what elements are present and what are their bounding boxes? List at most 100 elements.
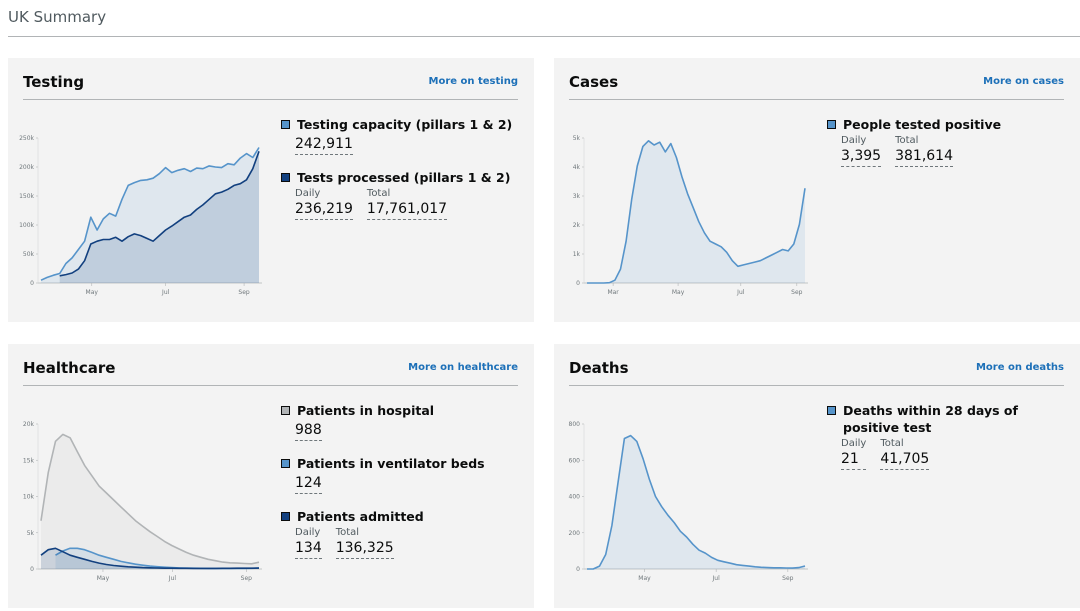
testing-metrics: Testing capacity (pillars 1 & 2) 242,911… xyxy=(280,116,530,234)
y-tick-label: 50k xyxy=(23,251,35,258)
more-on-healthcare-link[interactable]: More on healthcare xyxy=(408,362,518,373)
testing-capacity-pillars-1-2-line xyxy=(40,147,260,281)
patients-admitted-metric: Patients admitted Daily 134 Total 136,32… xyxy=(280,508,530,559)
ventilator-beds-value[interactable]: 124 xyxy=(295,474,322,494)
y-tick-label: 200k xyxy=(19,164,34,171)
processed-legend-swatch xyxy=(281,173,290,182)
patients-in-hospital-metric: Patients in hospital 988 xyxy=(280,402,530,441)
x-tick-label: May xyxy=(672,289,685,296)
y-tick-label: 250k xyxy=(19,135,34,142)
patients-admitted-line xyxy=(40,547,260,570)
y-tick-label: 5k xyxy=(27,530,35,537)
patients-admitted-daily[interactable]: 134 xyxy=(295,539,322,559)
y-tick-label: 0 xyxy=(576,566,580,573)
testing-capacity-label: Testing capacity (pillars 1 & 2) xyxy=(297,117,513,132)
tests-processed-total[interactable]: 17,761,017 xyxy=(366,200,448,220)
healthcare-card: Healthcare More on healthcare 20k 15k 10k 5… xyxy=(8,344,534,608)
patients-admitted-total[interactable]: 136,325 xyxy=(335,539,394,559)
x-tick-label: Sep xyxy=(791,289,803,296)
x-tick-label: Mar xyxy=(607,289,619,296)
patients-admitted-area xyxy=(41,548,259,569)
page-title: UK Summary xyxy=(8,8,107,26)
y-tick-label: 0 xyxy=(30,280,34,287)
people-tested-positive-metric: People tested positive Daily 3,395 Total… xyxy=(826,116,1066,167)
people-tested-positive-label: People tested positive xyxy=(843,117,1002,132)
more-on-cases-link[interactable]: More on cases xyxy=(983,76,1064,87)
healthcare-divider xyxy=(23,385,518,386)
y-tick-label: 150k xyxy=(19,193,34,200)
cases-chart: 5k 4k 3k 2k 1k 0 Mar May Jul Sep xyxy=(573,135,808,296)
ventilator-beds-label: Patients in ventilator beds xyxy=(297,456,485,471)
testing-chart: 250k 200k 150k 100k 50k 0 May Jul Sep xyxy=(19,135,262,296)
x-tick-label: Sep xyxy=(238,289,250,296)
healthcare-chart: 20k 15k 10k 5k 0 May Jul Sep xyxy=(23,421,262,582)
y-tick-label: 20k xyxy=(23,421,35,428)
x-tick-label: Jul xyxy=(161,289,170,296)
cases-title: Cases xyxy=(569,73,619,91)
healthcare-metrics: Patients in hospital 988 Patients in ven… xyxy=(280,402,530,573)
patients-in-hospital-line xyxy=(40,433,260,565)
page-header: UK Summary xyxy=(8,0,1080,37)
y-tick-label: 400 xyxy=(569,494,581,501)
deaths-28-days-metric: Deaths within 28 days of positive test D… xyxy=(826,402,1066,470)
cases-metrics: People tested positive Daily 3,395 Total… xyxy=(826,116,1066,181)
deaths-within-28-days-of-positive-test-line xyxy=(587,434,806,570)
x-tick-label: Sep xyxy=(241,575,253,582)
daily-label: Daily xyxy=(295,527,321,538)
cases-daily[interactable]: 3,395 xyxy=(841,147,882,167)
cases-divider xyxy=(569,99,1064,100)
deaths-divider xyxy=(569,385,1064,386)
people-tested-positive-area xyxy=(587,140,805,283)
x-tick-label: Jul xyxy=(712,575,721,582)
ventilator-legend-swatch xyxy=(281,459,290,468)
testing-divider xyxy=(23,99,518,100)
deaths-legend-swatch xyxy=(827,406,836,415)
more-on-testing-link[interactable]: More on testing xyxy=(428,76,519,87)
deaths-title: Deaths xyxy=(569,359,629,377)
deaths-card: Deaths More on deaths 800 600 400 200 0 May Ju… xyxy=(554,344,1080,608)
total-label: Total xyxy=(335,527,360,538)
y-tick-label: 0 xyxy=(576,280,580,287)
tests-processed-metric: Tests processed (pillars 1 & 2) Daily 23… xyxy=(280,169,530,220)
y-tick-label: 10k xyxy=(23,494,35,501)
cases-total[interactable]: 381,614 xyxy=(895,147,953,167)
x-tick-label: Jul xyxy=(736,289,745,296)
tests-processed-daily[interactable]: 236,219 xyxy=(295,200,353,220)
patients-in-hospital-value[interactable]: 988 xyxy=(295,421,322,441)
y-tick-label: 3k xyxy=(573,193,581,200)
y-tick-label: 600 xyxy=(569,457,581,464)
cases-card: Cases More on cases 5k 4k 3k 2k 1k 0 Mar May Jul… xyxy=(554,58,1080,322)
patients-admitted-label: Patients admitted xyxy=(297,509,424,524)
y-tick-label: 100k xyxy=(19,222,34,229)
total-label: Total xyxy=(880,438,904,449)
people-tested-positive-line xyxy=(587,140,806,284)
daily-label: Daily xyxy=(841,438,867,449)
deaths-chart: 800 600 400 200 0 May Jul Sep xyxy=(569,421,808,582)
x-tick-label: May xyxy=(86,289,99,296)
patients-in-hospital-area xyxy=(41,434,259,569)
testing-capacity-pillars-1-2-area xyxy=(41,147,259,283)
tests-processed-pillars-1-2-line xyxy=(59,151,260,277)
y-tick-label: 800 xyxy=(569,421,581,428)
daily-label: Daily xyxy=(295,188,321,199)
y-tick-label: 15k xyxy=(23,457,35,464)
testing-card: Testing More on testing 250k 200k 150k 100k… xyxy=(8,58,534,322)
y-tick-label: 1k xyxy=(573,251,581,258)
tests-processed-pillars-1-2-area xyxy=(59,151,260,283)
admitted-legend-swatch xyxy=(281,512,290,521)
total-label: Total xyxy=(366,188,391,199)
x-tick-label: Sep xyxy=(782,575,794,582)
deaths-total[interactable]: 41,705 xyxy=(880,450,930,470)
more-on-deaths-link[interactable]: More on deaths xyxy=(975,362,1064,373)
deaths-28-days-label: Deaths within 28 days of positive test xyxy=(843,403,1018,435)
testing-capacity-value[interactable]: 242,911 xyxy=(295,135,353,155)
healthcare-title: Healthcare xyxy=(23,359,116,377)
deaths-daily[interactable]: 21 xyxy=(841,450,867,470)
testing-capacity-metric: Testing capacity (pillars 1 & 2) 242,911 xyxy=(280,116,530,155)
testing-title: Testing xyxy=(23,73,85,91)
deaths-within-28-days-of-positive-test-area xyxy=(587,435,805,569)
x-tick-label: Jul xyxy=(168,575,177,582)
deaths-metrics: Deaths within 28 days of positive test D… xyxy=(826,402,1066,484)
daily-label: Daily xyxy=(841,135,867,146)
hospital-legend-swatch xyxy=(281,406,290,415)
